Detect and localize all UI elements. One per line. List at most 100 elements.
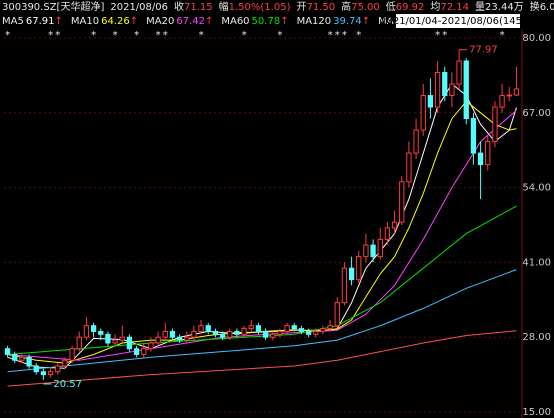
candle-body [513,88,520,96]
header-field: 300390.SZ[天华超净] [2,0,104,13]
candle-body [219,333,226,338]
candle-body [420,95,426,131]
candle-body [69,348,75,361]
candle-body [499,95,505,108]
candle-body [384,227,391,240]
candle-body [4,348,11,355]
header-field: 1.50%(1.05) [229,2,291,13]
ma-value: 64.26 [101,16,130,27]
event-star: * [113,30,118,41]
header-field: 高 [341,0,351,13]
candle-body [356,256,362,281]
candle-body [126,336,133,350]
header-field: 幅 [219,0,229,13]
candle-body [277,330,283,335]
ma-arrow: ↑ [205,16,213,27]
header-field: 71.15 [184,2,213,13]
ma-name: MA250 [378,16,413,27]
header-field: 均 [430,1,440,13]
event-star: * [156,30,161,41]
candle-body [55,365,61,373]
candle-body [112,339,118,344]
candle-body [255,325,262,332]
ma-value: 39.74 [333,16,362,27]
candle-body [463,60,469,120]
header-field: 69.92 [396,2,425,13]
date-range: 2021/01/04-2021/08/06(145日) [380,16,536,27]
candle-body [234,330,240,335]
event-star: * [55,30,60,41]
candle-body [427,95,434,108]
ma-name: MA60 [221,16,249,27]
event-star: * [5,30,10,41]
y-tick-label: 54.00 [522,183,551,194]
candle-body [442,72,448,97]
candle-body [248,325,254,330]
ma-value: 67.91 [26,16,55,27]
event-star: * [435,30,440,41]
candle-body [399,181,405,223]
candle-body [141,348,147,355]
candle-body [205,325,211,332]
ma-line [7,269,517,373]
date-range-box [396,14,520,28]
y-tick-label: 28.00 [522,332,551,343]
candle-body [434,72,441,108]
candle-body [105,333,111,344]
candle-body [334,302,340,327]
event-star: * [342,30,347,41]
event-star: * [199,30,204,41]
ma-name: MA20 [146,16,174,27]
header-field: 开 [296,2,306,13]
event-star: * [356,30,361,41]
annotation-label: 77.97 [469,45,498,56]
candle-body [449,83,455,97]
candle-body [313,330,319,335]
candle-body [348,267,355,281]
ma-line [7,330,517,387]
header-field: 71.50 [306,2,335,13]
candle-body [133,348,140,355]
event-star: * [48,30,53,41]
candle-body [377,238,383,258]
header-field: 换 [530,0,540,13]
header-field: 量 [475,1,485,13]
event-star: * [335,30,340,41]
candle-body [477,152,484,166]
candle-body [341,267,348,304]
ma-name: MA10 [71,16,99,27]
candle-body [90,325,97,332]
candle-body [241,328,247,335]
candle-body [305,330,312,335]
candle-body [363,244,369,258]
event-star: * [134,30,139,41]
ma-arrow: ↑ [362,16,370,27]
candle-body [119,336,125,341]
event-star: * [163,30,168,41]
candle-body [83,325,90,338]
candle-body [298,328,305,332]
candle-body [270,333,276,338]
candle-body [284,325,290,332]
y-tick-label: 41.00 [522,257,551,268]
candle-body [169,330,176,338]
header-field: 72.14 [440,2,469,13]
candle-body [40,371,47,376]
candle-body [191,330,197,338]
candle-body [456,60,462,85]
event-star: * [328,30,333,41]
header-field: 75.00 [351,2,380,13]
candle-body [470,118,477,154]
candle-body [227,330,233,338]
candle-body [391,221,398,229]
ma-value: 50.78 [252,16,281,27]
candle-body [413,129,419,154]
event-star: * [91,30,96,41]
candle-body [262,330,269,338]
candle-body [148,342,154,350]
candle-body [176,336,183,341]
candle-body [98,330,104,335]
ma-line [7,100,517,364]
candle-body [485,141,491,166]
